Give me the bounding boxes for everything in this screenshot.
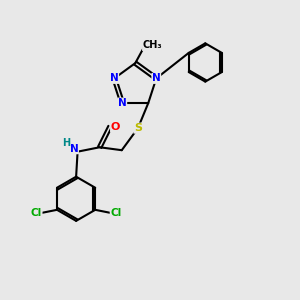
Text: Cl: Cl — [31, 208, 42, 218]
Text: CH₃: CH₃ — [142, 40, 162, 50]
Text: H: H — [62, 138, 70, 148]
Text: N: N — [152, 74, 161, 83]
Text: O: O — [111, 122, 120, 132]
Text: Cl: Cl — [110, 208, 122, 218]
Text: N: N — [70, 144, 78, 154]
Text: S: S — [134, 123, 142, 133]
Text: N: N — [110, 74, 119, 83]
Text: N: N — [118, 98, 127, 108]
